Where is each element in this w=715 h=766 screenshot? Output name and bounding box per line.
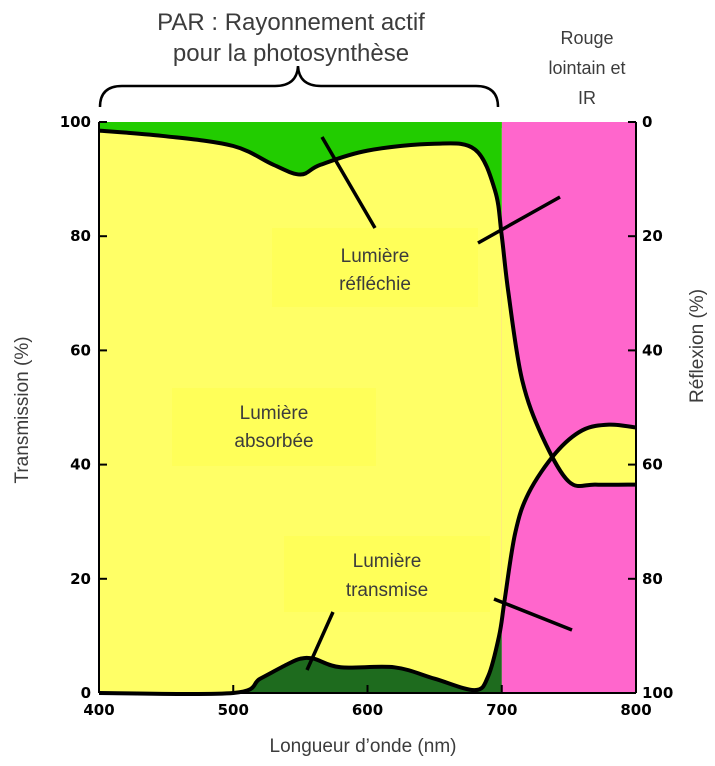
y-axis-right-title: Réflexion (%) (687, 289, 708, 403)
transmitted-label-line2: transmise (346, 580, 428, 601)
y-right-tick-label: 80 (642, 570, 663, 588)
transmitted-label-line1: Lumière (353, 551, 422, 572)
x-tick-label: 600 (352, 701, 383, 719)
x-tick-label: 800 (620, 701, 651, 719)
y-left-tick-label: 20 (70, 570, 91, 588)
y-right-tick-label: 20 (642, 227, 663, 245)
reflected-pointer-line (320, 136, 377, 229)
y-right-tick-label: 0 (642, 113, 652, 131)
transmitted-light-area (99, 620, 502, 693)
y-right-tick-label: 40 (642, 341, 663, 359)
y-left-tick-label: 60 (70, 341, 91, 359)
far-red-label-line3: IR (578, 88, 596, 108)
absorbed-label-box (172, 388, 376, 466)
x-tick-label: 400 (83, 701, 114, 719)
par-label-line2: pour la photosynthèse (173, 40, 409, 67)
reflected-label-line2: réfléchie (339, 274, 411, 295)
far-red-reflected-pointer-line (477, 195, 561, 245)
y-left-tick-label: 80 (70, 227, 91, 245)
far-red-transmitted-pointer-line (493, 597, 573, 632)
y-left-tick-label: 40 (70, 456, 91, 474)
par-brace (98, 65, 500, 108)
absorbed-label-line1: Lumière (240, 403, 309, 424)
transmitted-pointer-line (305, 611, 335, 671)
y-axis-left-title: Transmission (%) (12, 336, 33, 483)
axes: 400 500 600 700 800 0 20 40 60 80 100 100 80 60 40 20 0 (60, 113, 674, 719)
far-red-label-line2: lointain et (548, 58, 625, 78)
y-right-tick-label: 60 (642, 456, 663, 474)
par-label-line1: PAR : Rayonnement actif (157, 9, 425, 36)
x-tick-label: 500 (218, 701, 249, 719)
reflection-curve (98, 128, 637, 489)
y-right-tick-label: 100 (642, 684, 673, 702)
y-left-tick-label: 100 (60, 113, 91, 131)
far-red-reflected-area (501, 235, 636, 619)
reflected-label-line1: Lumière (341, 246, 410, 267)
transmission-curve (98, 422, 637, 697)
y-left-tick-label: 0 (81, 684, 91, 702)
x-tick-label: 700 (486, 701, 517, 719)
x-axis-title: Longueur d’onde (nm) (270, 736, 457, 757)
transmitted-label-box (284, 536, 490, 612)
absorbed-label-line2: absorbée (234, 431, 313, 452)
far-red-label-line1: Rouge (560, 28, 613, 48)
reflected-label-box (272, 228, 478, 307)
